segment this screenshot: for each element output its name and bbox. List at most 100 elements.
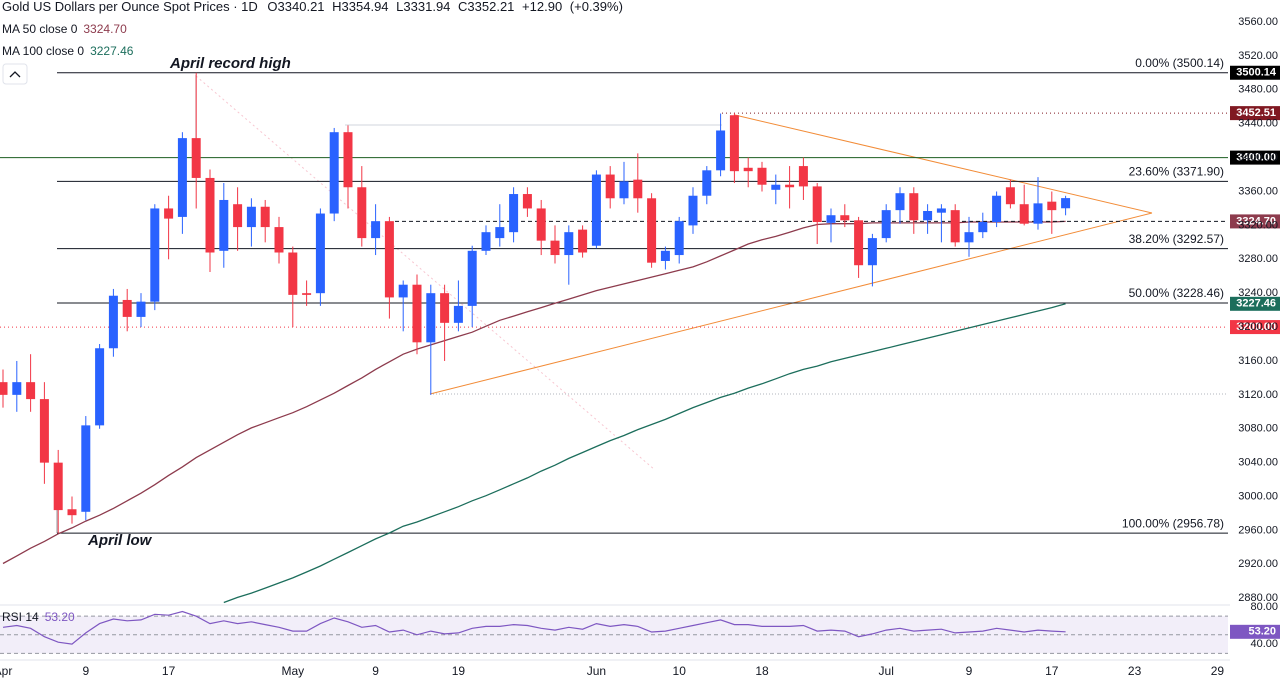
x-tick-label: 17 bbox=[1045, 664, 1059, 678]
legend-value: 3324.70 bbox=[83, 22, 127, 36]
candle-body bbox=[164, 208, 174, 219]
candle-body bbox=[260, 206, 270, 228]
candle-body bbox=[688, 195, 698, 226]
candle-body bbox=[716, 130, 726, 171]
ma100-legend: MA 100 close 0 3227.46 bbox=[2, 44, 134, 58]
candle-body bbox=[357, 187, 367, 239]
candle-body bbox=[1019, 204, 1029, 224]
ohlc-value: 3354.94 bbox=[342, 0, 389, 14]
candle-body bbox=[467, 250, 477, 306]
candle-body bbox=[108, 295, 118, 349]
candle-body bbox=[757, 167, 767, 185]
candle-body bbox=[605, 174, 615, 199]
candle-body bbox=[536, 208, 546, 241]
candle-body bbox=[246, 206, 256, 228]
y-tick-label: 3200.00 bbox=[1238, 321, 1278, 333]
price-badge: 53.20 bbox=[1230, 624, 1280, 639]
y-tick-label: 3520.00 bbox=[1238, 50, 1278, 62]
header: Gold US Dollars per Ounce Spot Prices · … bbox=[2, 0, 623, 14]
candle-body bbox=[729, 115, 739, 172]
x-tick-label: 9 bbox=[372, 664, 379, 678]
candle-body bbox=[81, 425, 91, 512]
candle-body bbox=[909, 193, 919, 221]
candle-body bbox=[923, 210, 933, 221]
candle-body bbox=[398, 284, 408, 298]
candle-body bbox=[992, 195, 1002, 223]
badge-label: 3324.70 bbox=[1236, 215, 1276, 227]
fib-label: 38.20% (3292.57) bbox=[1129, 232, 1224, 246]
candle-body bbox=[812, 186, 822, 223]
candle-body bbox=[1047, 201, 1057, 211]
candle-body bbox=[122, 299, 132, 317]
x-tick-label: 9 bbox=[966, 664, 973, 678]
candle-body bbox=[674, 221, 684, 256]
candle-body bbox=[53, 462, 63, 511]
badge-bg bbox=[1230, 150, 1280, 165]
collapse-button[interactable] bbox=[2, 63, 28, 85]
rsi-legend: RSI 14 53.20 bbox=[2, 610, 75, 624]
candle-body bbox=[329, 132, 339, 214]
candle-body bbox=[288, 252, 298, 295]
candle-body bbox=[26, 382, 36, 400]
button[interactable] bbox=[2, 63, 28, 85]
change-pct: (+0.39%) bbox=[570, 0, 623, 14]
candle-body bbox=[371, 221, 381, 239]
x-tick-label: Apr bbox=[0, 664, 12, 678]
price-axis-bg bbox=[1230, 0, 1280, 684]
price-badge: 3400.00 bbox=[1230, 150, 1280, 165]
candle-body bbox=[771, 184, 781, 190]
ohlc-value: 3331.94 bbox=[403, 0, 450, 14]
fib-label: 0.00% (3500.14) bbox=[1135, 56, 1224, 70]
candle-body bbox=[219, 199, 229, 251]
y-tick-label: 2960.00 bbox=[1238, 524, 1278, 536]
candle-body bbox=[315, 213, 325, 294]
price-badge: 3324.70 bbox=[1230, 214, 1280, 229]
ma-line bbox=[2, 220, 1066, 565]
drawings bbox=[56, 75, 1228, 533]
candle-body bbox=[840, 215, 850, 221]
badge-label: 3452.51 bbox=[1236, 107, 1276, 119]
legend-value: 3227.46 bbox=[90, 44, 134, 58]
chevron-icon bbox=[9, 71, 21, 78]
candle-body bbox=[1061, 198, 1071, 209]
candle-body bbox=[412, 284, 422, 343]
x-tick-label: 10 bbox=[673, 664, 687, 678]
price-badge: 3200.00 bbox=[1230, 320, 1280, 335]
badge-label: 53.20 bbox=[1248, 626, 1276, 638]
price-badge: 3452.51 bbox=[1230, 106, 1280, 121]
candle-body bbox=[1033, 203, 1043, 224]
fib-label: 50.00% (3228.46) bbox=[1129, 286, 1224, 300]
triangle-lower bbox=[429, 212, 1153, 395]
title: Gold US Dollars per Ounce Spot Prices · … bbox=[2, 0, 258, 14]
candle-body bbox=[481, 232, 491, 251]
x-tick-label: 29 bbox=[1211, 664, 1225, 678]
badge-bg bbox=[1230, 624, 1280, 639]
y-tick-label: 3120.00 bbox=[1238, 389, 1278, 401]
badge-label: 3227.46 bbox=[1236, 298, 1276, 310]
badge-bg bbox=[1230, 296, 1280, 311]
candle-body bbox=[964, 232, 974, 243]
candle-body bbox=[136, 301, 146, 317]
x-tick-label: 17 bbox=[162, 664, 176, 678]
candle-body bbox=[978, 222, 988, 233]
candle-body bbox=[302, 293, 312, 295]
ohlc-letter: C bbox=[458, 0, 467, 14]
badge-label: 3500.14 bbox=[1236, 67, 1277, 79]
fib-label: 23.60% (3371.90) bbox=[1129, 165, 1224, 179]
y-tick-label: 3280.00 bbox=[1238, 253, 1278, 265]
candle-body bbox=[495, 227, 505, 239]
y-tick-label: 2880.00 bbox=[1238, 592, 1278, 604]
price-badge: 3227.46 bbox=[1230, 296, 1280, 311]
annotation: April record high bbox=[169, 55, 291, 72]
badge-bg bbox=[1230, 320, 1280, 335]
y-tick-label: 3400.00 bbox=[1238, 152, 1278, 164]
candle-body bbox=[647, 198, 657, 263]
candle-body bbox=[633, 179, 643, 199]
candle-body bbox=[881, 210, 891, 239]
candle-body bbox=[274, 227, 284, 253]
x-tick-label: 9 bbox=[82, 664, 89, 678]
ma-line bbox=[223, 303, 1066, 604]
x-tick-label: 23 bbox=[1128, 664, 1142, 678]
ohlc-letter: H bbox=[332, 0, 341, 14]
